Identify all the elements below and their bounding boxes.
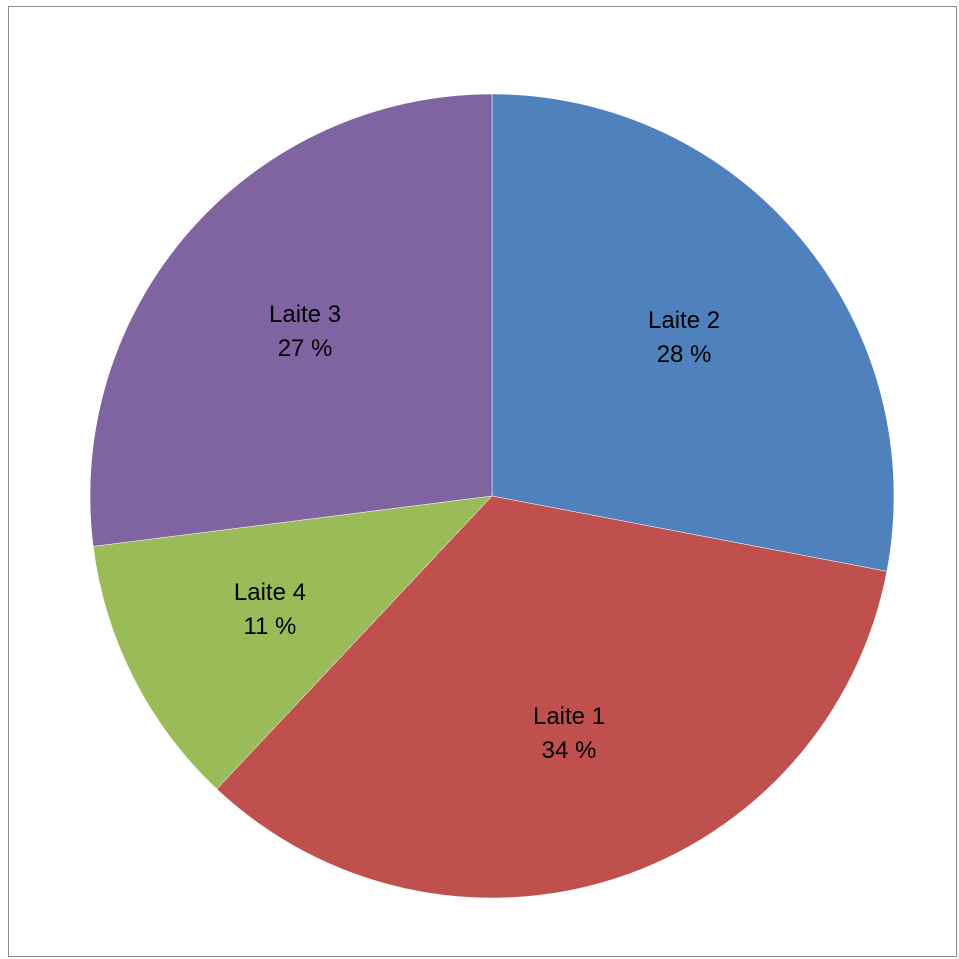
slice-percent-laite-1: 34 %: [542, 737, 597, 764]
slice-percent-laite-2: 28 %: [657, 341, 712, 368]
slice-label-laite-1: Laite 1: [533, 703, 605, 730]
slice-percent-laite-3: 27 %: [278, 335, 333, 362]
slice-laite-1: [216, 495, 888, 899]
pie-chart: Laite 2 28 % Laite 1 34 % Laite 4 11 % Laite 3…: [89, 93, 895, 899]
slice-laite-3: [89, 93, 493, 547]
chart-area: Laite 2 28 % Laite 1 34 % Laite 4 11 % Laite 3…: [8, 6, 957, 957]
pie-labels: Laite 2 28 % Laite 1 34 % Laite 4 11 % Laite 3…: [234, 301, 720, 764]
slice-laite-4: [92, 495, 493, 790]
slice-laite-2: [491, 93, 895, 572]
slice-label-laite-2: Laite 2: [648, 307, 720, 334]
slice-label-laite-3: Laite 3: [269, 301, 341, 328]
slice-percent-laite-4: 11 %: [243, 613, 296, 640]
slice-label-laite-4: Laite 4: [234, 579, 306, 606]
pie-slices: [89, 93, 895, 899]
